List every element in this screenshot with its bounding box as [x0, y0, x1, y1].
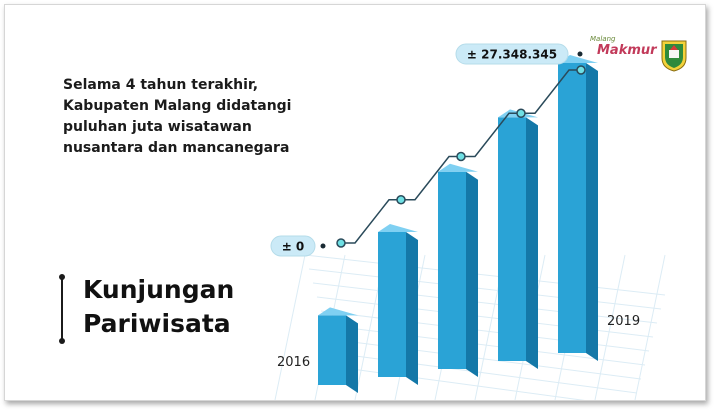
start-callout-bg — [270, 235, 316, 257]
regency-crest-icon — [661, 40, 687, 72]
start-callout-dot — [320, 243, 326, 249]
bar-side — [526, 117, 538, 370]
bar-front — [378, 232, 406, 377]
logo-sub-text: Malang — [590, 35, 616, 43]
end-callout-dot — [577, 51, 583, 57]
bar-chart: ± 0 ± 27.348.345 2016 2019 — [270, 43, 666, 400]
trend-marker — [396, 195, 406, 205]
start-callout: ± 0 — [282, 240, 305, 254]
end-callout: ± 27.348.345 — [467, 48, 557, 62]
grid-line — [634, 254, 666, 400]
grid-line — [312, 282, 658, 324]
bar-top — [438, 163, 478, 172]
makmur-logo: Makmur — [597, 43, 657, 58]
bar — [558, 55, 598, 361]
bar-front — [438, 171, 466, 369]
intro-line: Selama 4 tahun terakhir, — [63, 77, 259, 93]
x-label-start: 2016 — [277, 355, 310, 370]
chart-labels: ± 0 ± 27.348.345 2016 2019 — [270, 43, 640, 370]
slide: Selama 4 tahun terakhir, Kabupaten Malan… — [4, 4, 706, 401]
grid-line — [304, 254, 666, 296]
trend-marker — [576, 65, 586, 75]
title-line-1: Kunjungan — [83, 275, 235, 304]
intro-line: Kabupaten Malang didatangi — [63, 98, 292, 114]
bar-front — [318, 315, 346, 385]
bar-side — [346, 315, 358, 393]
bar-front — [558, 63, 586, 353]
bar-top — [378, 224, 418, 232]
intro-text: Selama 4 tahun terakhir, Kabupaten Malan… — [63, 75, 353, 159]
intro-line: nusantara dan mancanegara — [63, 140, 290, 156]
trend-line-group — [336, 65, 586, 248]
bars-group — [318, 55, 598, 393]
bar — [438, 163, 478, 377]
bar-side — [466, 171, 478, 377]
title-accent-line — [59, 274, 65, 344]
x-label-end: 2019 — [607, 314, 640, 329]
trend-marker — [516, 108, 526, 118]
title-line-2: Pariwisata — [83, 309, 231, 338]
trend-marker — [336, 238, 346, 248]
bar-side — [586, 63, 598, 361]
trend-marker — [456, 151, 466, 162]
grid-line — [308, 268, 662, 310]
grid-line — [274, 254, 306, 400]
bar-front — [498, 117, 526, 362]
bar — [318, 307, 358, 393]
grid-line — [594, 254, 626, 400]
intro-line: puluhan juta wisatawan — [63, 119, 252, 135]
bar — [498, 109, 538, 370]
bar — [378, 224, 418, 385]
bar-top — [318, 307, 358, 316]
end-callout-bg — [455, 43, 569, 65]
bar-side — [406, 232, 418, 385]
